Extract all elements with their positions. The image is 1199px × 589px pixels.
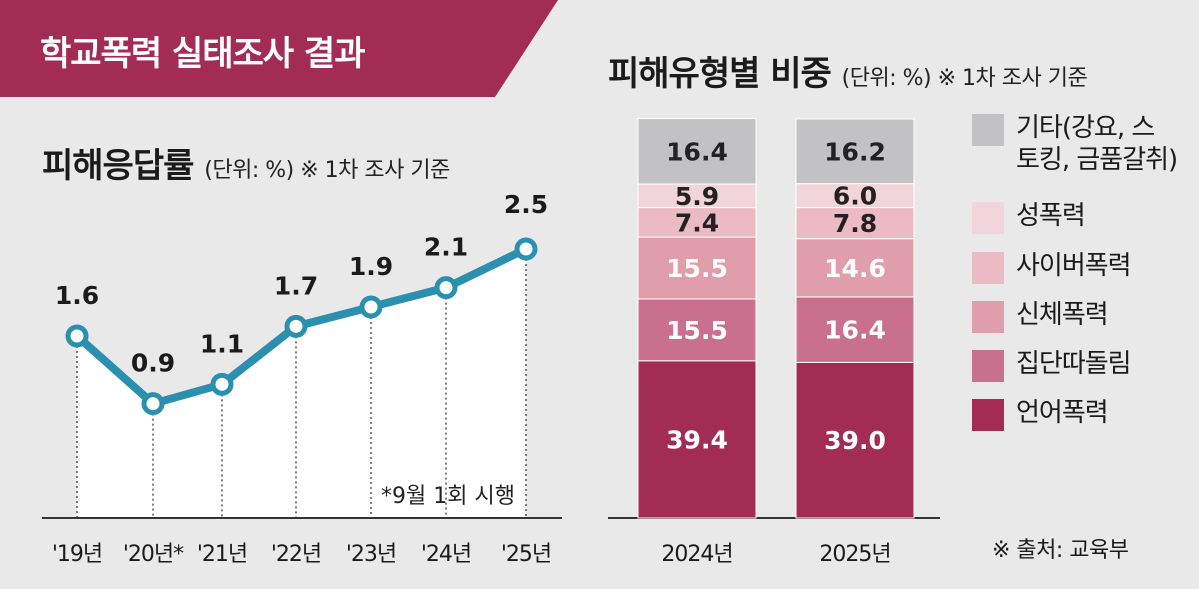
bar-segment [637,298,757,362]
right-chart-unit-note: (단위: %) ※ 1차 조사 기준 [841,66,1088,91]
right-chart-title-block: 피해유형별 비중 (단위: %) ※ 1차 조사 기준 [608,46,1088,95]
line-point-marker [284,314,308,338]
legend-swatch [972,301,1004,333]
x-tick-label: '22년 [271,542,321,567]
bar-segment-label: 6.0 [833,182,877,211]
line-data-label: 2.5 [504,190,548,219]
line-point-marker [359,295,383,319]
right-chart-title: 피해유형별 비중 [608,54,832,94]
bar-segment [637,207,757,238]
x-tick-label: '21년 [197,542,247,567]
legend-swatch [972,202,1004,234]
legend-swatch [972,114,1004,146]
banner [0,0,558,97]
bar-segment [795,238,915,298]
bar-segment-label: 15.5 [666,316,728,345]
bar-segment-label: 7.8 [833,209,877,238]
bar-segment-label: 39.4 [666,425,728,454]
footnote-text: *9월 1회 시행 [381,484,515,509]
line-chart-area [77,249,526,518]
legend-swatch [972,252,1004,284]
x-tick-label: '25년 [501,542,551,567]
bar-category-label: 2025년 [819,542,890,567]
legend-label: 집단따돌림 [1016,349,1132,379]
banner-title: 학교폭력 실태조사 결과 [40,34,365,74]
legend-label: 신체폭력 [1016,300,1109,330]
legend-label: 토킹, 금품갈취) [1016,145,1178,175]
line-data-label: 2.1 [424,233,468,262]
legend-label: 언어폭력 [1016,398,1109,428]
line-point-marker [141,392,165,416]
bar-segment [795,296,915,363]
source-note: ※ 출처: 교육부 [992,538,1129,563]
line-data-label: 1.1 [200,329,244,358]
bar-segment-label: 5.9 [675,182,719,211]
legend-label: 성폭력 [1016,201,1086,231]
line-point-marker [434,276,458,300]
bar-segment-label: 7.4 [675,208,719,237]
legend-swatch [972,350,1004,382]
bar-segment-label: 16.4 [666,137,728,166]
bar-segment [795,361,915,519]
bar-segment [637,236,757,300]
left-chart-title-block: 피해응답률 (단위: %) ※ 1차 조사 기준 [42,138,450,187]
line-data-label: 1.7 [274,271,318,300]
bar-segment [637,118,757,185]
line-data-label: 1.6 [55,281,99,310]
left-chart-unit-note: (단위: %) ※ 1차 조사 기준 [204,158,450,183]
bar-segment-label: 16.4 [824,316,886,345]
line-data-label: 1.9 [349,252,393,281]
line-point-marker [65,324,89,348]
legend-label: 기타(강요, 스 [1016,113,1155,143]
x-tick-label: '23년 [346,542,396,567]
line-data-label: 0.9 [131,349,175,378]
bar-segment [795,118,915,185]
bar-segment-label: 15.5 [666,254,728,283]
x-tick-label: '19년 [52,542,102,567]
bar-segment-label: 16.2 [824,137,886,166]
x-tick-label: '20년* [123,542,184,567]
bar-segment-label: 14.6 [824,254,886,283]
legend-swatch [972,399,1004,431]
line-point-marker [210,372,234,396]
left-chart-title: 피해응답률 [42,146,194,186]
bar-segment-label: 39.0 [824,426,886,455]
legend-label: 사이버폭력 [1016,251,1132,281]
line-point-marker [514,237,538,261]
x-tick-label: '24년 [421,542,471,567]
bar-category-label: 2024년 [661,542,732,567]
